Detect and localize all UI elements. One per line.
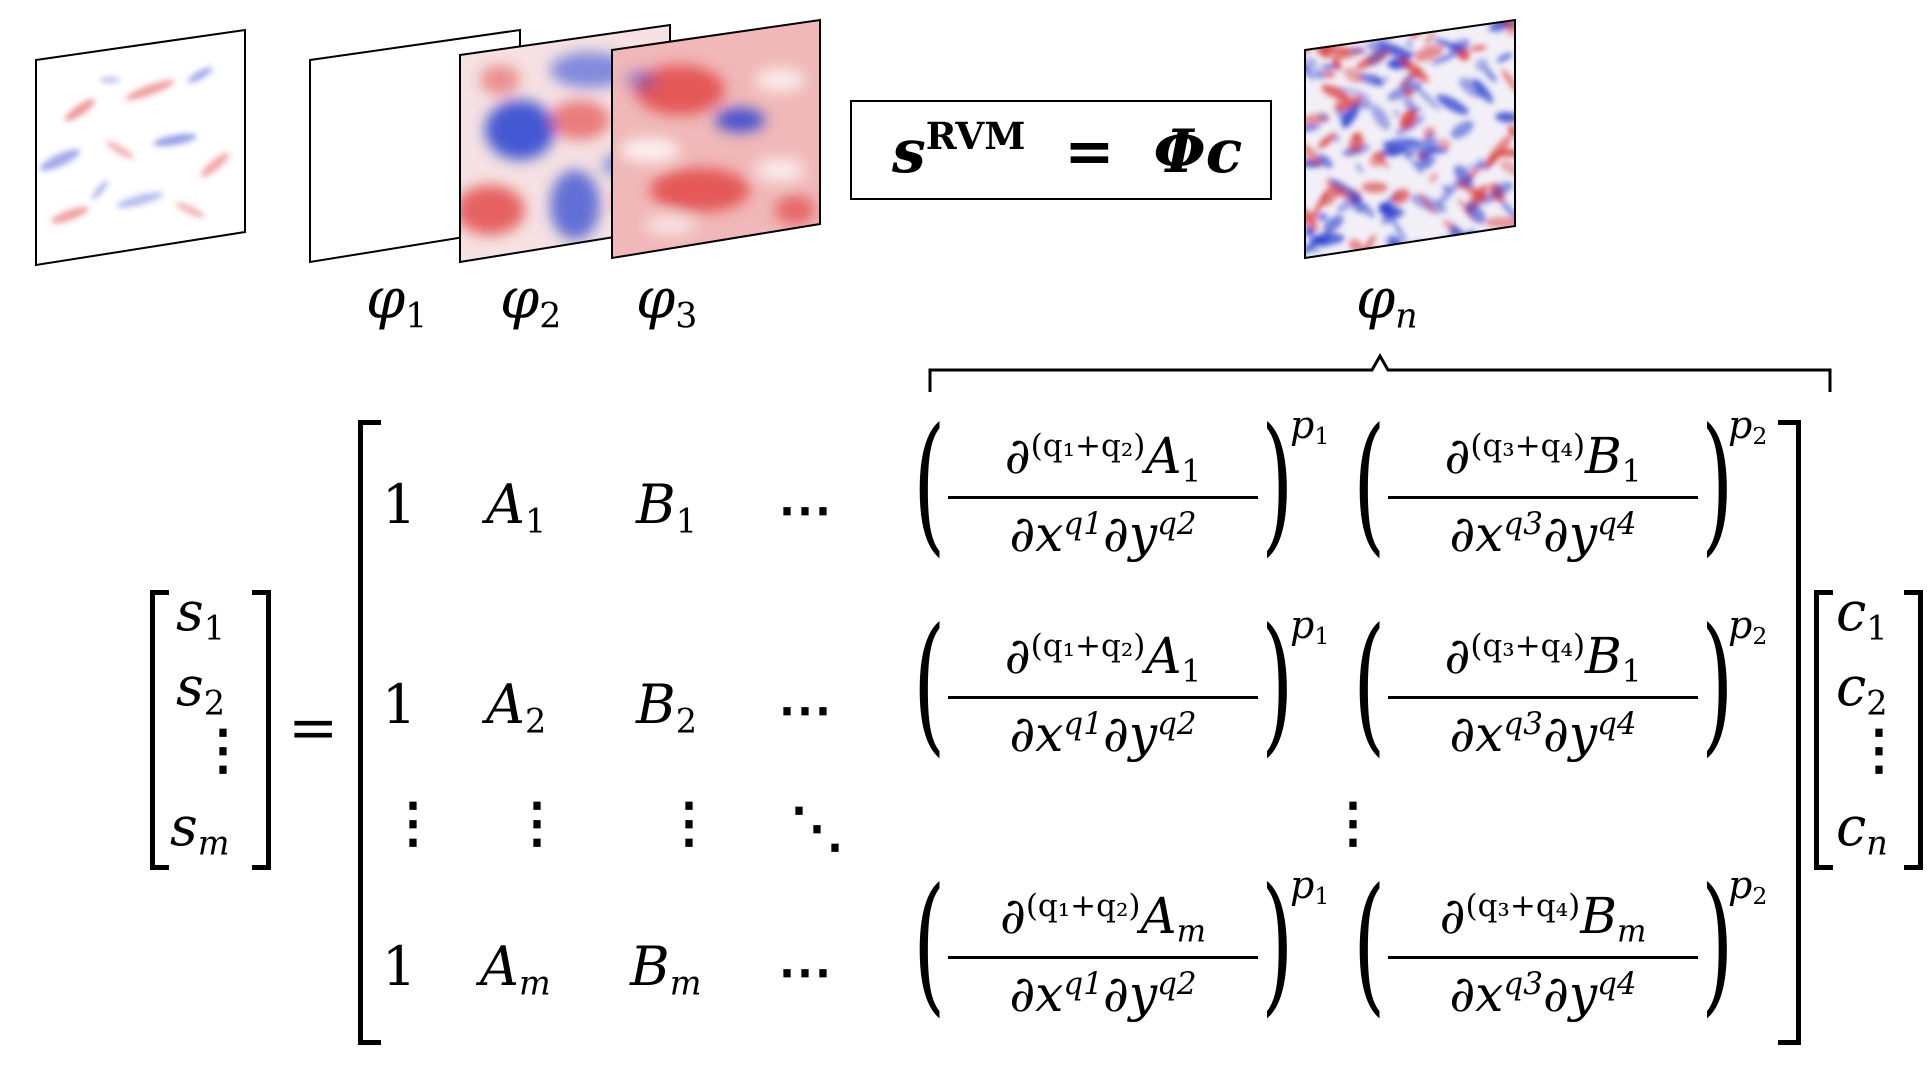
fraction-b: ∂(q₃+q₄)B1 ∂xq3∂yq4 <box>1388 431 1698 559</box>
matrix-right-bracket <box>1778 420 1801 1045</box>
s-entry-2: s2 <box>176 655 226 723</box>
numerator-a: ∂(q₁+q₂)A1 <box>1004 427 1202 490</box>
label-phi-1: φ1 <box>366 267 428 337</box>
paren-open-b: ( <box>1353 397 1386 571</box>
paren-close-b: ) <box>1701 857 1734 1031</box>
label-phi-3: φ3 <box>636 267 698 337</box>
basis-phi-3-panel <box>611 18 821 260</box>
c-vector-left-bracket <box>1814 590 1833 870</box>
fraction-a: ∂(q₁+q₂)A1 ∂xq1∂yq2 <box>948 431 1258 559</box>
field-snapshot-panel <box>35 28 246 267</box>
power-a: p1 <box>1290 603 1330 650</box>
cell-1-dots: ⋯ <box>778 477 834 541</box>
numerator-b: ∂(q₃+q₄)B1 <box>1444 427 1642 490</box>
c-entry-1: c1 <box>1836 580 1888 648</box>
label-phi-n: φn <box>1356 267 1418 337</box>
c-entry-vdots: ⋮ <box>1852 717 1906 781</box>
c-vector-right-bracket <box>1904 590 1923 870</box>
numerator-b: ∂(q₃+q₄)B1 <box>1444 627 1642 690</box>
cell-2-a: A2 <box>486 673 547 741</box>
s-entry-1: s1 <box>176 580 226 648</box>
fraction-bar-a <box>948 955 1258 959</box>
cell-m-dots: ⋯ <box>778 939 834 1003</box>
paren-open-a: ( <box>913 597 946 771</box>
numerator-b: ∂(q₃+q₄)Bm <box>1439 887 1647 950</box>
cell-1-b: B1 <box>636 473 697 541</box>
cell-v-ddots: ⋱ <box>790 795 846 859</box>
cell-v-deriv: ⋮ <box>1326 790 1380 854</box>
basis-phi-n-panel <box>1304 18 1516 260</box>
fraction-bar-a <box>948 495 1258 499</box>
power-a: p1 <box>1290 403 1330 450</box>
cell-v-one: ⋮ <box>386 790 440 854</box>
cell-2-one: 1 <box>382 673 417 736</box>
cell-1-one: 1 <box>382 473 417 536</box>
heatmap-panels <box>35 18 1516 267</box>
rvm-equation-box <box>850 100 1272 200</box>
denominator-b: ∂xq3∂yq4 <box>1449 964 1637 1023</box>
main-equals: = <box>288 693 339 763</box>
rvm-equation: sRVM = Φc <box>892 117 1242 182</box>
paren-close-b: ) <box>1701 597 1734 771</box>
c-entry-2: c2 <box>1836 655 1888 723</box>
paren-open-a: ( <box>913 397 946 571</box>
s-entry-vdots: ⋮ <box>196 717 250 781</box>
cell-m-one: 1 <box>382 935 417 998</box>
rvm-rhs: Φc <box>1153 117 1243 188</box>
numerator-a: ∂(q₁+q₂)Am <box>999 887 1207 950</box>
fraction-bar-b <box>1388 495 1698 499</box>
denominator-a: ∂xq1∂yq2 <box>1009 704 1197 763</box>
fraction-b: ∂(q₃+q₄)Bm ∂xq3∂yq4 <box>1388 891 1698 1019</box>
power-b: p2 <box>1728 403 1768 450</box>
fraction-bar-b <box>1388 955 1698 959</box>
denominator-a: ∂xq1∂yq2 <box>1009 504 1197 563</box>
power-b: p2 <box>1728 603 1768 650</box>
power-b: p2 <box>1728 863 1768 910</box>
numerator-a: ∂(q₁+q₂)A1 <box>1004 627 1202 690</box>
denominator-b: ∂xq3∂yq4 <box>1449 704 1637 763</box>
fraction-bar-a <box>948 695 1258 699</box>
paren-close-a: ) <box>1261 597 1294 771</box>
rvm-equals: = <box>1064 117 1115 188</box>
denominator-a: ∂xq1∂yq2 <box>1009 964 1197 1023</box>
cell-2-dots: ⋯ <box>778 677 834 741</box>
fraction-a: ∂(q₁+q₂)A1 ∂xq1∂yq2 <box>948 631 1258 759</box>
cell-v-b: ⋮ <box>662 790 716 854</box>
cell-m-a: Am <box>480 935 551 1003</box>
brace-phi-n <box>928 352 1832 392</box>
rvm-superscript: RVM <box>925 114 1026 158</box>
label-phi-2: φ2 <box>500 267 562 337</box>
cell-m-b: Bm <box>630 935 702 1003</box>
fraction-bar-b <box>1388 695 1698 699</box>
s-vector-left-bracket <box>150 590 169 870</box>
fraction-b: ∂(q₃+q₄)B1 ∂xq3∂yq4 <box>1388 631 1698 759</box>
paren-open-b: ( <box>1353 857 1386 1031</box>
cell-2-b: B2 <box>636 673 697 741</box>
paren-close-b: ) <box>1701 397 1734 571</box>
denominator-b: ∂xq3∂yq4 <box>1449 504 1637 563</box>
paren-open-a: ( <box>913 857 946 1031</box>
s-vector-right-bracket <box>252 590 271 870</box>
paren-close-a: ) <box>1261 857 1294 1031</box>
matrix-left-bracket <box>358 420 381 1045</box>
paren-close-a: ) <box>1261 397 1294 571</box>
c-entry-n: cn <box>1836 795 1888 863</box>
cell-v-a: ⋮ <box>510 790 564 854</box>
s-entry-m: sm <box>170 795 230 863</box>
fraction-a: ∂(q₁+q₂)Am ∂xq1∂yq2 <box>948 891 1258 1019</box>
power-a: p1 <box>1290 863 1330 910</box>
cell-1-a: A1 <box>486 473 547 541</box>
rvm-lhs: s <box>892 117 926 188</box>
paren-open-b: ( <box>1353 597 1386 771</box>
